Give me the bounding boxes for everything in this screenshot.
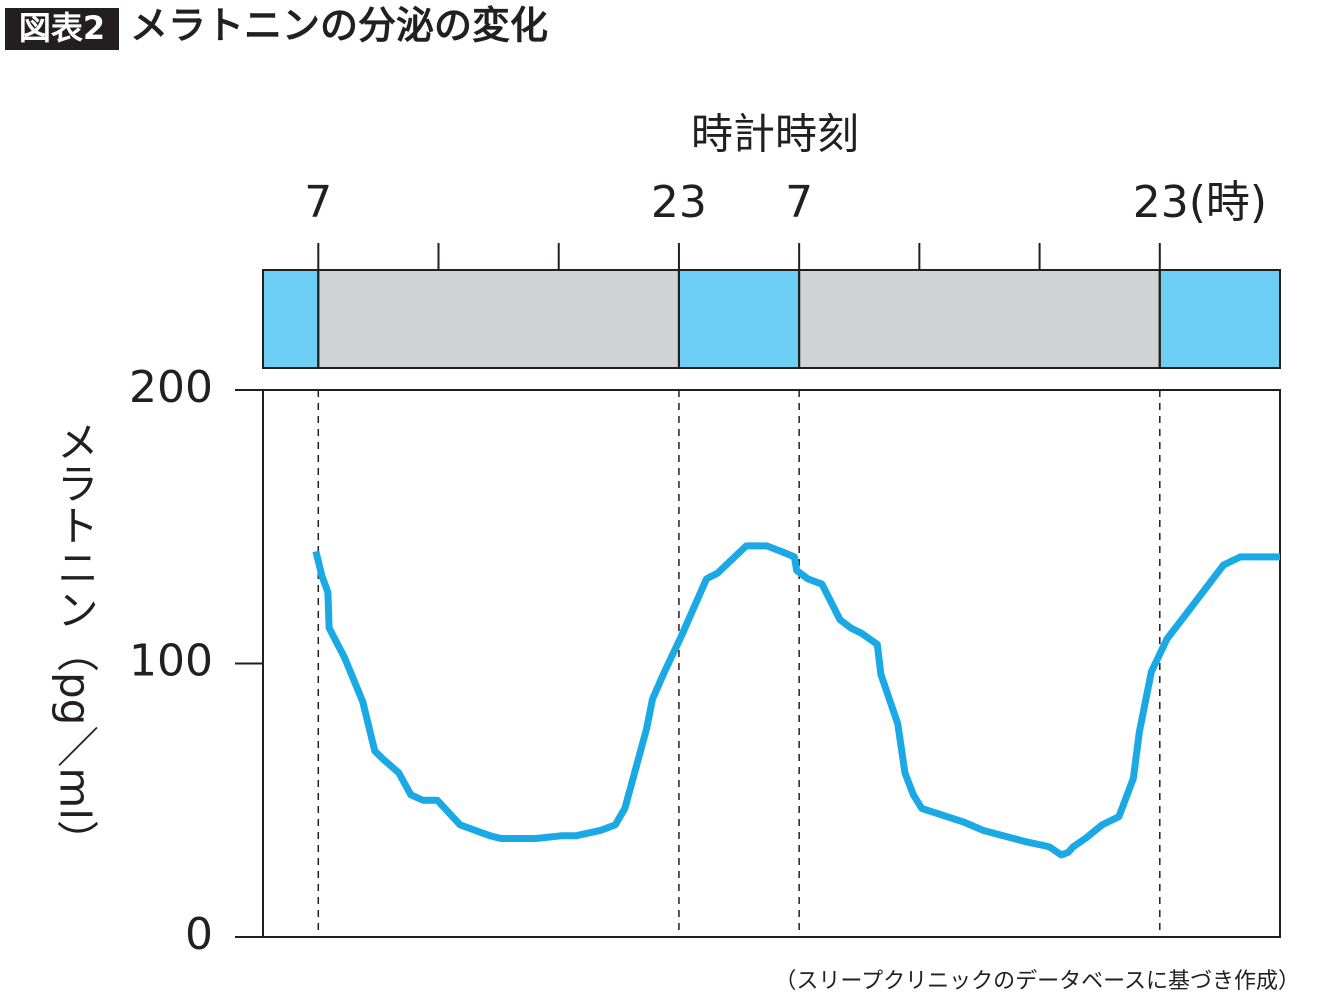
y-tick-label: 100 [129, 636, 213, 687]
badge: 図表2 [19, 9, 105, 47]
melatonin-line [312, 542, 1280, 859]
x-axis-title: 時計時刻 [691, 110, 859, 159]
badge-box [5, 8, 119, 50]
y-axis-title: メラトニン（pg／ml） [51, 420, 100, 862]
y-tick-label: 200 [129, 362, 213, 413]
x-tick-label: 7 [785, 177, 813, 228]
source: （スリープクリニックのデータベースに基づき作成） [774, 969, 1300, 994]
time-band [677, 269, 801, 369]
time-band [798, 269, 1161, 369]
x-tick-label: 23(時) [1133, 177, 1267, 228]
chart-title: メラトニンの分泌の変化 [130, 4, 548, 48]
y-tick-label: 0 [185, 909, 213, 960]
x-tick-label: 7 [304, 177, 332, 228]
time-band [262, 269, 320, 369]
plot-frame [262, 389, 1281, 938]
time-band [1158, 269, 1281, 369]
x-tick-label: 23 [651, 177, 707, 228]
time-band [317, 269, 680, 369]
